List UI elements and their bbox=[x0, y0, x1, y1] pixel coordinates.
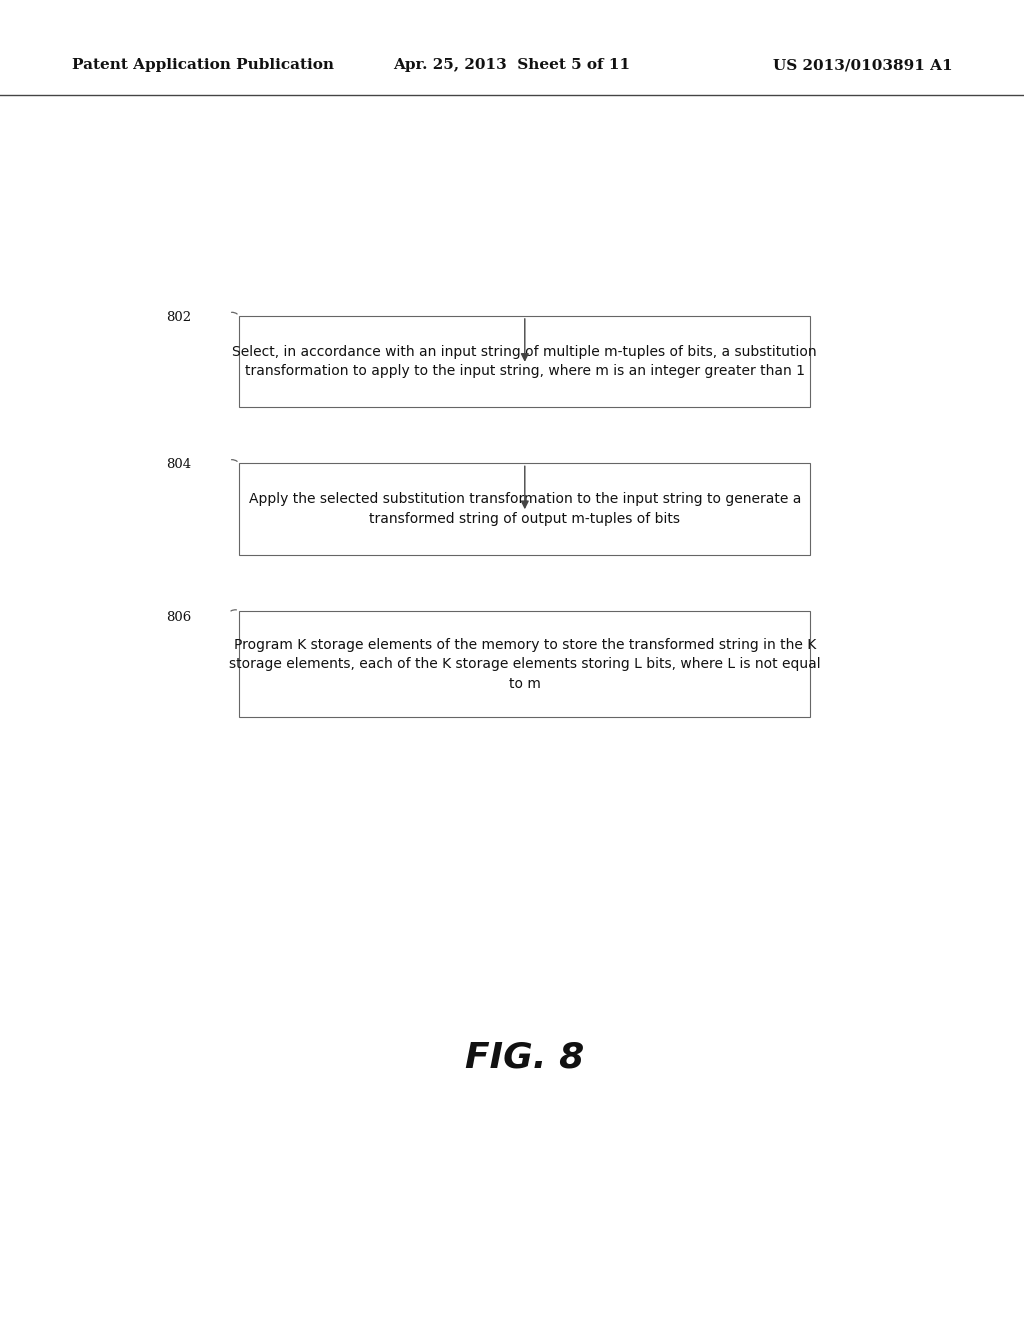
Text: Program K storage elements of the memory to store the transformed string in the : Program K storage elements of the memory… bbox=[229, 638, 820, 690]
Bar bbox=[240, 611, 811, 718]
Text: 802: 802 bbox=[166, 312, 191, 323]
Text: 806: 806 bbox=[166, 611, 191, 623]
Text: FIG. 8: FIG. 8 bbox=[465, 1041, 585, 1074]
Bar bbox=[240, 463, 811, 554]
Text: Apr. 25, 2013  Sheet 5 of 11: Apr. 25, 2013 Sheet 5 of 11 bbox=[393, 58, 631, 73]
Text: Select, in accordance with an input string of multiple m-tuples of bits, a subst: Select, in accordance with an input stri… bbox=[232, 345, 817, 379]
Text: Patent Application Publication: Patent Application Publication bbox=[72, 58, 334, 73]
Text: Apply the selected substitution transformation to the input string to generate a: Apply the selected substitution transfor… bbox=[249, 492, 801, 525]
Bar bbox=[240, 315, 811, 408]
Text: US 2013/0103891 A1: US 2013/0103891 A1 bbox=[773, 58, 952, 73]
Text: 804: 804 bbox=[166, 458, 191, 471]
